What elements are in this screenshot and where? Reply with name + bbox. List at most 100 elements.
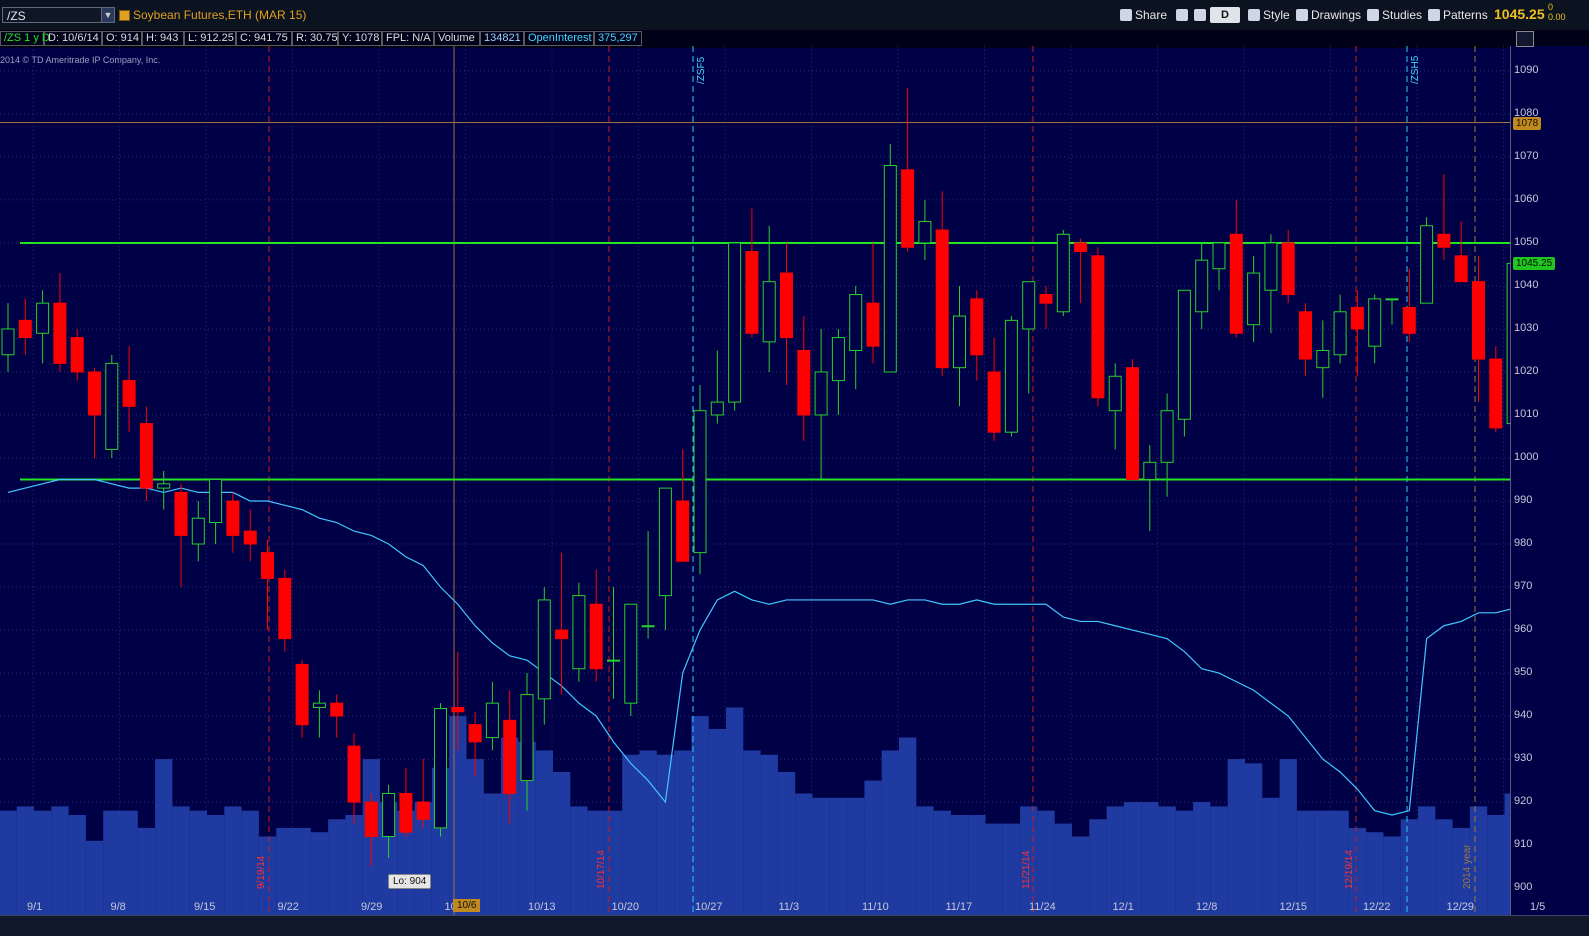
candle-body <box>1 328 15 356</box>
candle-body <box>1056 233 1070 313</box>
candle-body <box>18 319 32 339</box>
y-tick-label: 940 <box>1514 709 1533 722</box>
volume-bar <box>1141 802 1159 921</box>
volume-bar <box>553 771 571 921</box>
candle-body <box>572 595 586 670</box>
x-tick-label: 12/15 <box>1279 901 1308 913</box>
quote-info-bar: /ZS 1 y D D: 10/6/14 O: 914 H: 943 L: 91… <box>0 30 1589 48</box>
candle-body <box>1437 233 1451 248</box>
y-tick-label: 900 <box>1514 881 1533 894</box>
candle-body <box>1333 311 1347 356</box>
y-tick-label: 1040 <box>1514 278 1539 291</box>
candle-body <box>953 315 966 369</box>
volume-bar <box>708 728 726 921</box>
candle-body <box>174 491 188 536</box>
studies-icon <box>1367 9 1379 21</box>
volume-bar <box>68 814 86 921</box>
volume-bar <box>345 814 363 921</box>
expiry-label-4: 12/19/14 <box>1344 850 1355 889</box>
volume-bar <box>172 806 190 921</box>
drawings-label: Drawings <box>1311 8 1362 22</box>
x-tick-label: 9/22 <box>277 901 299 913</box>
candle-body <box>762 281 776 343</box>
candle-body <box>1350 306 1364 330</box>
symbol-input[interactable]: /ZS <box>2 7 102 23</box>
candle-body <box>191 517 205 545</box>
bottom-scrollbar[interactable] <box>0 915 1589 936</box>
volume-bar <box>933 810 951 921</box>
y-tick-label: 910 <box>1514 838 1533 851</box>
style-icon <box>1248 9 1260 21</box>
style-button[interactable]: Style <box>1244 5 1294 25</box>
drawing-tools-button[interactable] <box>1172 5 1192 25</box>
aggregation-label[interactable]: /ZS 1 y D <box>0 31 50 46</box>
volume-bar <box>1037 810 1055 921</box>
volume-bar <box>0 810 17 921</box>
y-tick-label: 1030 <box>1514 321 1539 334</box>
candle-body <box>658 487 672 597</box>
y-tick-label: 1090 <box>1514 63 1539 76</box>
y-tick-label: 920 <box>1514 795 1533 808</box>
x-tick-label: 11/10 <box>862 901 889 913</box>
candle-body <box>347 745 361 803</box>
candle-body <box>693 410 707 554</box>
candle-body <box>1454 255 1468 283</box>
info-low: L: 912.25 <box>184 31 236 46</box>
volume-bar <box>258 836 277 921</box>
candle-body <box>849 294 863 351</box>
candle-body <box>728 242 742 403</box>
volume-bar <box>726 707 744 921</box>
volume-bar <box>899 737 917 921</box>
last-price-tag: 1045.25 <box>1513 257 1556 271</box>
crosshair-toggle-icon[interactable] <box>1516 31 1534 47</box>
volume-bar <box>1089 819 1107 921</box>
x-tick-label: 9/8 <box>110 901 126 913</box>
candle-body <box>1091 255 1105 399</box>
volume-bar <box>466 759 484 921</box>
candle-body <box>295 663 309 726</box>
crosshair-date-tag: 10/6 <box>453 899 481 912</box>
x-tick-label: 9/15 <box>194 901 216 913</box>
candle-body <box>105 362 119 450</box>
volume-bar <box>1106 806 1124 921</box>
candle-body <box>1281 242 1295 296</box>
low-bubble: Lo: 904 <box>388 874 432 889</box>
tools-icon <box>1176 9 1188 21</box>
contract-label-2: /ZSH5 <box>1410 55 1421 84</box>
volume-bar <box>1296 810 1315 921</box>
top-toolbar: /ZS ▼ Soybean Futures,ETH (MAR 15) Share… <box>0 0 1589 31</box>
candle-body <box>537 599 551 700</box>
y-tick-label: 1080 <box>1514 106 1539 119</box>
candle-body <box>1195 259 1209 313</box>
volume-bar <box>120 810 138 921</box>
share-button[interactable]: Share <box>1116 5 1171 25</box>
symbol-description: Soybean Futures,ETH (MAR 15) <box>133 8 307 22</box>
y-tick-label: 1010 <box>1514 407 1539 420</box>
symbol-dropdown-icon[interactable]: ▼ <box>101 7 115 23</box>
studies-button[interactable]: Studies <box>1363 5 1426 25</box>
volume-bar <box>1314 810 1332 921</box>
candle-body <box>1472 281 1485 360</box>
candle-body <box>122 380 136 407</box>
link-icon[interactable] <box>119 10 130 21</box>
info-high: H: 943 <box>142 31 184 46</box>
settings-button[interactable] <box>1190 5 1210 25</box>
share-label: Share <box>1135 8 1168 22</box>
volume-bar <box>207 814 225 921</box>
volume-bar <box>674 750 692 921</box>
candle-body <box>797 349 811 416</box>
candle-body <box>330 702 344 717</box>
last-change-value: 0 <box>1548 2 1554 12</box>
period-button[interactable]: D <box>1210 7 1240 23</box>
candle-body <box>780 272 793 339</box>
patterns-icon <box>1428 9 1440 21</box>
volume-bar <box>276 827 294 921</box>
volume-bar <box>414 802 432 921</box>
drawings-button[interactable]: Drawings <box>1292 5 1365 25</box>
patterns-button[interactable]: Patterns <box>1424 5 1492 25</box>
candle-body <box>503 719 517 794</box>
candle-body <box>1108 375 1122 412</box>
volume-bar <box>1435 819 1453 921</box>
open-interest-value: 375,297 <box>594 31 642 46</box>
price-axis[interactable] <box>1510 46 1589 935</box>
